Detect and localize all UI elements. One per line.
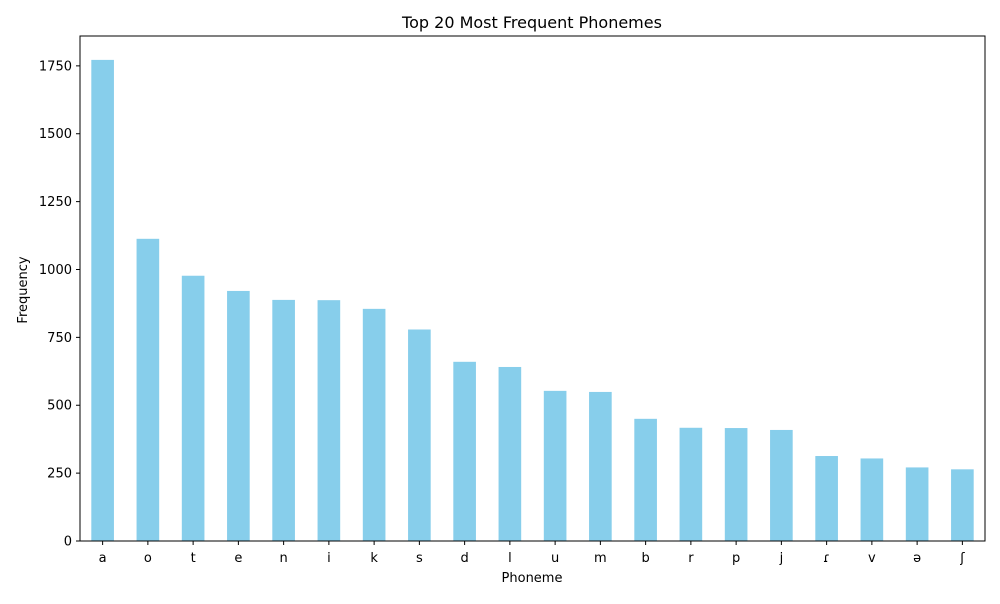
plot-frame (79, 35, 986, 542)
bar-6 (362, 308, 386, 541)
x-tick-label: b (641, 551, 649, 566)
y-tick-label: 1250 (39, 195, 72, 210)
bar-16 (815, 456, 838, 541)
x-tick-label: e (234, 551, 242, 566)
x-tick-label: v (868, 551, 876, 566)
bar-19 (951, 469, 974, 541)
x-tick-label: n (280, 551, 288, 566)
bar-7 (408, 329, 431, 541)
y-tick-label: 250 (47, 467, 72, 482)
x-tick-label: ʃ (959, 551, 965, 566)
bar-17 (860, 458, 884, 541)
bar-18 (905, 467, 929, 541)
x-tick-label: l (508, 551, 512, 566)
x-tick-label: o (144, 551, 152, 566)
bar-2 (181, 275, 205, 541)
y-tick-label: 1750 (39, 59, 72, 74)
chart-title: Top 20 Most Frequent Phonemes (401, 13, 662, 32)
y-axis: 0 250 500 750 1000 1250 1500 1750 (39, 59, 80, 550)
x-tick-label: s (416, 551, 423, 566)
bar-14 (724, 428, 748, 541)
bar-0 (91, 59, 114, 541)
y-tick-label: 0 (64, 535, 72, 550)
bar-15 (770, 429, 793, 541)
x-tick-label: ɾ (823, 551, 830, 566)
y-tick-label: 1500 (39, 127, 72, 142)
bar-13 (679, 427, 703, 541)
bar-1 (136, 238, 160, 541)
bar-3 (227, 290, 250, 541)
x-tick-label: r (688, 551, 694, 566)
bar-11 (589, 391, 612, 541)
x-tick-label: d (460, 551, 468, 566)
y-axis-label: Frequency (16, 256, 31, 323)
x-tick-label: a (99, 551, 107, 566)
y-tick-label: 750 (47, 331, 72, 346)
x-axis-label: Phoneme (502, 571, 563, 586)
x-tick-label: k (370, 551, 378, 566)
x-tick-label: j (779, 551, 784, 566)
y-tick-label: 500 (47, 399, 72, 414)
bar-10 (543, 390, 567, 541)
bar-12 (634, 418, 657, 541)
x-tick-label: m (594, 551, 607, 566)
y-tick-label: 1000 (39, 263, 72, 278)
bar-8 (453, 361, 476, 541)
x-tick-label: i (327, 551, 331, 566)
x-tick-label: t (191, 551, 196, 566)
bar-5 (317, 300, 341, 541)
x-tick-label: p (732, 551, 740, 566)
bar-4 (272, 299, 295, 541)
x-tick-label: ə (913, 551, 921, 566)
bars-group (91, 59, 974, 541)
bar-9 (498, 366, 522, 541)
x-tick-label: u (551, 551, 559, 566)
